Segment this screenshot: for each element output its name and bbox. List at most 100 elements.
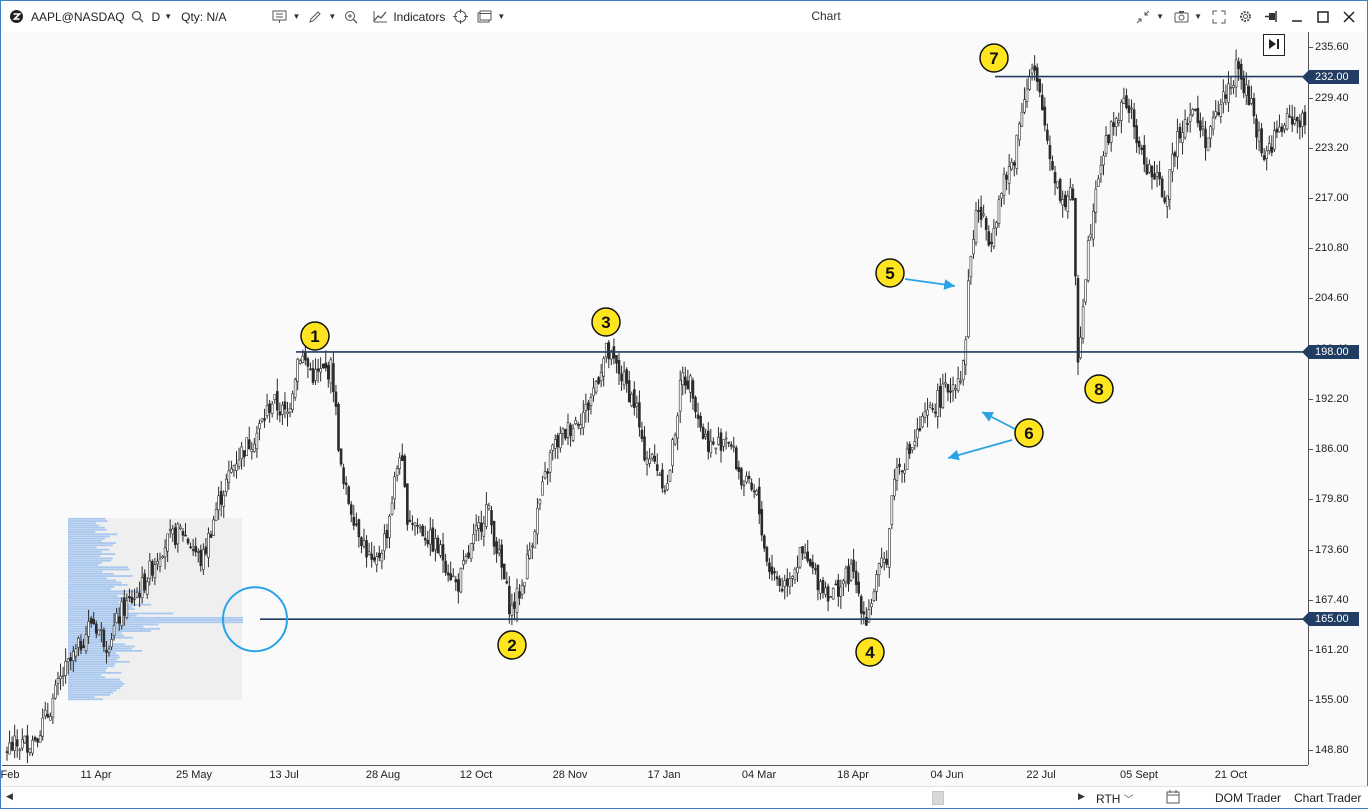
candle: [1216, 100, 1220, 117]
candle: [836, 573, 840, 607]
candle: [643, 426, 646, 462]
candle: [352, 504, 356, 531]
candle: [862, 601, 866, 625]
close-button[interactable]: [1337, 1, 1361, 32]
price-tick-label: 229.40: [1315, 91, 1349, 104]
minimize-arrows-button[interactable]: ▼: [1131, 1, 1167, 32]
chevron-down-icon: ▼: [292, 12, 301, 21]
candle: [949, 378, 952, 404]
candle: [592, 378, 595, 402]
candle: [650, 452, 654, 462]
price-level-tag[interactable]: 198.00: [1302, 344, 1359, 359]
minimize-icon: [1288, 8, 1306, 26]
candle: [1041, 83, 1044, 111]
chart-trader-button[interactable]: Chart Trader: [1294, 791, 1362, 805]
candle: [566, 413, 570, 445]
candle: [479, 510, 483, 540]
candle: [191, 538, 195, 556]
candle: [1025, 78, 1029, 108]
candle: [893, 469, 896, 501]
candle: [230, 460, 233, 474]
timeframe-select[interactable]: D ▼: [150, 1, 176, 32]
candle: [819, 578, 822, 600]
app-logo[interactable]: [1, 1, 28, 32]
minimize-button[interactable]: [1285, 1, 1309, 32]
candle: [355, 512, 358, 528]
fullscreen-button[interactable]: [1207, 1, 1231, 32]
candle: [434, 528, 437, 562]
dom-trader-button[interactable]: DOM Trader: [1215, 791, 1282, 805]
candle: [492, 520, 496, 556]
candle: [219, 480, 223, 517]
price-tick-label: 148.80: [1315, 744, 1349, 757]
price-level-tag[interactable]: 232.00: [1302, 69, 1359, 84]
candle: [882, 552, 886, 571]
scrollbar-thumb[interactable]: [932, 791, 944, 805]
pin-button[interactable]: [1259, 1, 1283, 32]
candle: [380, 549, 384, 570]
candle: [898, 457, 901, 475]
time-axis[interactable]: Feb 11 Apr 25 May 13 Jul 28 Aug 12 Oct 28 Nov 1…: [1, 765, 1308, 785]
candle: [393, 471, 396, 510]
crosshair-button[interactable]: [448, 1, 472, 32]
maximize-button[interactable]: [1311, 1, 1335, 32]
volume-profile-bar: [68, 583, 128, 586]
scroll-left-icon[interactable]: ◀: [6, 791, 13, 801]
qty-field[interactable]: Qty: N/A: [175, 1, 229, 32]
candle: [946, 383, 950, 402]
candle: [1084, 279, 1087, 306]
candle: [1181, 120, 1184, 155]
candle: [1023, 87, 1026, 115]
price-tick-mark: [1309, 97, 1313, 99]
candle: [227, 460, 231, 490]
templates-button[interactable]: ▼: [472, 1, 508, 32]
calendar-button[interactable]: [1166, 790, 1180, 807]
price-level-tag[interactable]: 165.00: [1302, 612, 1359, 627]
scroll-right-icon[interactable]: ▶: [1078, 791, 1085, 801]
candle: [1102, 151, 1105, 176]
candle: [329, 357, 333, 394]
price-tick-mark: [1309, 147, 1313, 149]
candle: [1168, 169, 1172, 210]
price-chart[interactable]: 1 2 3 4 5 6 7 8: [2, 32, 1308, 765]
candle: [714, 447, 718, 455]
candle: [538, 498, 542, 511]
search-icon[interactable]: [129, 8, 147, 26]
session-select[interactable]: RTH ﹀: [1096, 791, 1134, 806]
candle: [258, 419, 261, 441]
candle: [530, 542, 534, 559]
candle: [151, 559, 154, 582]
chart-type-button[interactable]: ▼: [267, 1, 303, 32]
candle: [569, 422, 572, 447]
candle: [1247, 79, 1251, 106]
symbol-field[interactable]: AAPL@NASDAQ: [28, 1, 150, 32]
candle: [865, 607, 868, 626]
candle: [775, 570, 779, 586]
jump-to-end-button[interactable]: [1263, 34, 1285, 56]
settings-button[interactable]: [1233, 1, 1257, 32]
candle: [541, 475, 544, 496]
time-tick-label: 28 Aug: [365, 769, 401, 781]
indicators-label: Indicators: [393, 9, 446, 24]
indicators-button[interactable]: Indicators: [363, 1, 448, 32]
volume-profile-bar: [68, 623, 159, 626]
candle: [431, 519, 435, 553]
candle: [1079, 326, 1082, 360]
price-axis[interactable]: 235.60 229.40 223.20 217.00 210.80 204.60 198.…: [1302, 32, 1367, 765]
candle: [849, 558, 853, 582]
chart-plot-area[interactable]: 1 2 3 4 5 6 7 8: [2, 32, 1308, 765]
candle: [505, 571, 509, 585]
volume-profile-bar: [68, 689, 117, 692]
candle: [253, 438, 256, 453]
candle: [931, 402, 934, 413]
candle: [495, 536, 498, 563]
zoom-button[interactable]: [339, 1, 363, 32]
candle: [102, 627, 106, 652]
drawing-tools-button[interactable]: ▼: [303, 1, 339, 32]
candle: [553, 434, 557, 459]
volume-profile-bar: [68, 597, 133, 599]
candle: [250, 441, 254, 460]
screenshot-button[interactable]: ▼: [1169, 1, 1205, 32]
candle: [1165, 195, 1169, 219]
candle: [347, 485, 351, 506]
